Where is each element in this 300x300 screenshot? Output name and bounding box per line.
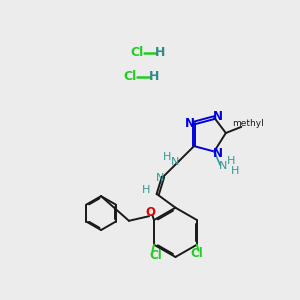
Text: N: N bbox=[171, 157, 180, 167]
Text: N: N bbox=[213, 110, 223, 123]
Text: N: N bbox=[156, 173, 164, 183]
Text: O: O bbox=[145, 206, 155, 219]
Text: H: H bbox=[163, 152, 171, 162]
Text: H: H bbox=[231, 166, 239, 176]
Text: H: H bbox=[227, 156, 236, 166]
Text: methyl: methyl bbox=[232, 119, 263, 128]
Text: N: N bbox=[185, 117, 195, 130]
Text: H: H bbox=[155, 46, 165, 59]
Text: H: H bbox=[142, 185, 150, 195]
Text: Cl: Cl bbox=[190, 247, 203, 260]
Text: Cl: Cl bbox=[130, 46, 143, 59]
Text: Cl: Cl bbox=[124, 70, 137, 83]
Text: N: N bbox=[219, 161, 228, 171]
Text: Cl: Cl bbox=[150, 249, 163, 262]
Text: H: H bbox=[148, 70, 159, 83]
Text: N: N bbox=[213, 146, 223, 160]
